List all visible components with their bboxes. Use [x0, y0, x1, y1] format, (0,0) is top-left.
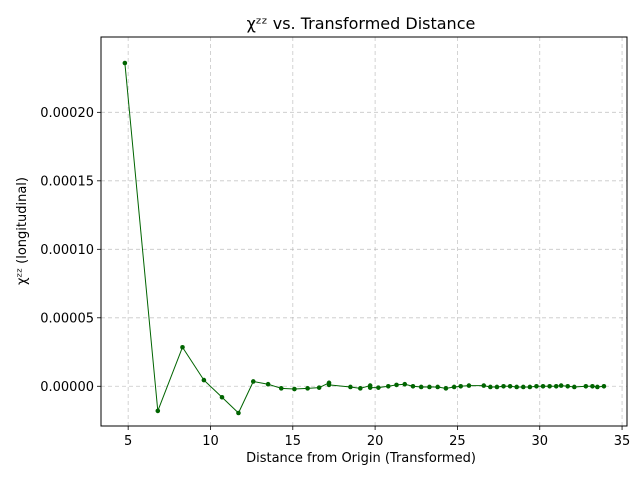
- data-point: [326, 382, 332, 388]
- data-point: [278, 386, 284, 391]
- data-point: [394, 382, 399, 388]
- data-point: [553, 383, 559, 389]
- data-point: [583, 383, 589, 389]
- data-point: [418, 384, 424, 390]
- data-point: [122, 60, 128, 66]
- x-tick-label: 10: [202, 434, 219, 449]
- data-point: [590, 383, 595, 389]
- x-tick-label: 25: [449, 434, 466, 449]
- plot-frame: [100, 36, 628, 427]
- x-tick-label: 30: [531, 434, 548, 449]
- data-point: [292, 386, 297, 392]
- data-point: [402, 381, 408, 387]
- data-point: [520, 384, 526, 390]
- y-axis: 0.00000 0.00005 0.00010 0.00015 0.00020: [40, 106, 101, 395]
- data-point: [180, 344, 185, 350]
- data-point: [348, 384, 353, 390]
- data-point: [494, 384, 500, 390]
- data-point: [250, 379, 256, 384]
- data-point: [410, 383, 416, 389]
- data-point: [540, 383, 546, 389]
- x-axis-title: Distance from Origin (Transformed): [246, 451, 476, 466]
- data-point: [565, 383, 571, 389]
- x-tick-label: 15: [285, 434, 302, 449]
- data-point: [427, 384, 432, 390]
- y-axis-title: χᶻᶻ (longitudinal): [15, 177, 30, 285]
- series-layer: [122, 60, 607, 416]
- data-point: [376, 385, 381, 390]
- data-point: [435, 384, 440, 390]
- data-point: [236, 410, 241, 416]
- data-point: [595, 384, 600, 390]
- data-point: [481, 383, 487, 388]
- data-point: [514, 384, 519, 390]
- data-point: [572, 384, 577, 390]
- data-point: [358, 386, 363, 391]
- data-point: [201, 377, 207, 383]
- data-point: [527, 384, 533, 390]
- data-point: [265, 381, 271, 387]
- data-point: [534, 383, 539, 389]
- data-point: [385, 383, 391, 389]
- y-tick-label: 0.00010: [40, 243, 94, 258]
- data-point: [488, 384, 493, 390]
- data-point: [558, 383, 564, 388]
- data-point: [547, 383, 552, 389]
- x-tick-label: 5: [124, 434, 132, 449]
- data-point: [316, 385, 322, 390]
- y-tick-label: 0.00005: [40, 311, 94, 326]
- data-point: [155, 408, 161, 414]
- x-tick-label: 20: [367, 434, 384, 449]
- data-point: [601, 383, 607, 389]
- data-point: [219, 394, 225, 400]
- grid: [101, 37, 627, 426]
- data-point: [305, 386, 310, 391]
- data-point: [451, 384, 457, 390]
- x-axis: 5 10 15 20 25 30 35: [124, 426, 630, 449]
- chart-title: χᶻᶻ vs. Transformed Distance: [247, 14, 476, 33]
- data-point: [367, 385, 373, 390]
- y-tick-label: 0.00015: [40, 174, 94, 189]
- data-point: [458, 383, 464, 389]
- data-point: [507, 383, 513, 389]
- data-point: [443, 386, 449, 391]
- data-point: [466, 383, 472, 388]
- data-point: [501, 383, 506, 389]
- y-tick-label: 0.00000: [40, 380, 94, 395]
- x-tick-label: 35: [614, 434, 631, 449]
- y-tick-label: 0.00020: [40, 106, 94, 121]
